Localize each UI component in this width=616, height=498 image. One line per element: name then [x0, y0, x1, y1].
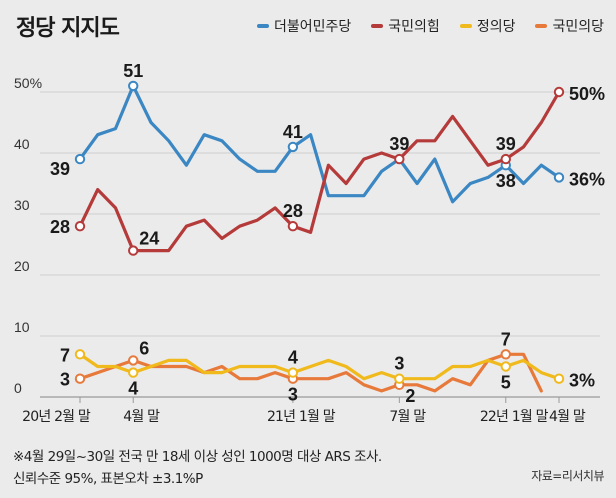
- x-tick-label: 20년 2월 말: [22, 409, 91, 425]
- data-label: 24: [139, 229, 159, 249]
- chart-title: 정당 지지도: [16, 16, 120, 41]
- legend-item-peoples: 국민의당: [535, 16, 604, 36]
- y-tick-label: 0: [14, 380, 22, 396]
- data-point-marker: [287, 221, 299, 232]
- data-point-marker: [287, 367, 299, 378]
- legend-item-justice: 정의당: [459, 16, 516, 36]
- data-point-marker: [128, 355, 139, 366]
- data-point-marker: [500, 361, 511, 372]
- data-label: 39: [496, 134, 516, 154]
- data-point-marker: [128, 80, 139, 92]
- footnote-survey: ※4월 29일~30일 전국 만 18세 이상 성인 1000명 대상 ARS …: [13, 449, 382, 465]
- data-point-marker: [394, 153, 405, 165]
- data-point-marker: [553, 172, 565, 183]
- data-label: 3: [394, 354, 404, 374]
- data-point-marker: [74, 153, 86, 165]
- x-tick-label: 21년 1월 말: [267, 409, 336, 425]
- data-label: 7: [501, 329, 511, 349]
- data-label: 5: [501, 373, 511, 393]
- footnote-margin: 신뢰수준 95%, 표본오차 ±3.1%P: [13, 471, 203, 487]
- legend-label: 정의당: [476, 19, 516, 35]
- data-label: 28: [50, 217, 70, 237]
- data-label: 3: [288, 385, 298, 405]
- x-tick-label: 4월 말: [123, 409, 160, 425]
- x-tick-label: 7월 말: [389, 409, 426, 425]
- data-label: 3: [60, 370, 70, 390]
- data-label: 41: [283, 122, 303, 142]
- source-credit: 자료=리서치뷰: [531, 469, 604, 483]
- data-point-marker: [394, 373, 405, 384]
- data-label: 2: [405, 386, 415, 406]
- data-label: 28: [283, 201, 303, 221]
- x-tick-label: 4월 말: [549, 409, 586, 425]
- data-point-marker: [74, 221, 86, 232]
- series-line-1: [78, 90, 561, 253]
- data-label: 38: [496, 171, 516, 191]
- data-point-marker: [287, 141, 299, 153]
- legend-item-ppp: 국민의힘: [371, 16, 440, 36]
- data-point-marker: [500, 153, 511, 165]
- y-tick-label: 30: [14, 197, 30, 213]
- data-label: 50%: [569, 84, 605, 104]
- legend-label: 더불어민주당: [274, 19, 352, 35]
- data-point-marker: [500, 349, 511, 360]
- x-tick-label: 22년 1월 말: [480, 409, 549, 425]
- legend-swatch: [535, 24, 548, 28]
- data-point-marker: [74, 373, 86, 384]
- x-axis: 20년 2월 말 4월 말 21년 1월 말 7월 말 22년 1월 말 4월 말: [22, 397, 587, 425]
- legend-swatch: [371, 24, 384, 28]
- series-line-0: [78, 84, 561, 204]
- data-label: 36%: [569, 169, 605, 189]
- y-tick-label: 10: [14, 319, 30, 335]
- grid-lines: [40, 91, 600, 398]
- data-label: 7: [60, 345, 70, 365]
- data-label: 39: [50, 159, 70, 179]
- data-label: 39: [389, 134, 409, 154]
- data-label: 6: [139, 338, 149, 358]
- data-point-marker: [128, 245, 139, 256]
- legend-item-democratic: 더불어민주당: [257, 16, 351, 36]
- legend-label: 국민의당: [552, 19, 604, 35]
- series-markers: [74, 80, 565, 390]
- data-label: 4: [128, 379, 138, 399]
- data-point-marker: [128, 367, 139, 378]
- data-point-marker: [553, 373, 565, 384]
- series-line-3: [78, 352, 543, 393]
- legend-swatch: [257, 24, 270, 28]
- series-line-2: [78, 352, 561, 381]
- data-label: 3%: [569, 371, 595, 391]
- data-label: 51: [123, 61, 143, 81]
- data-label: 4: [288, 348, 298, 368]
- y-axis-ticks: 50% 40 30 20 10 0: [14, 75, 42, 396]
- legend-swatch: [459, 24, 472, 28]
- series-lines: [78, 84, 561, 393]
- y-tick-label: 20: [14, 258, 30, 274]
- y-tick-label: 50%: [14, 75, 42, 91]
- y-tick-label: 40: [14, 136, 30, 152]
- data-point-marker: [553, 86, 565, 98]
- legend-label: 국민의힘: [388, 19, 440, 35]
- data-point-marker: [74, 349, 86, 360]
- legend: 더불어민주당 국민의힘 정의당 국민의당: [257, 16, 604, 36]
